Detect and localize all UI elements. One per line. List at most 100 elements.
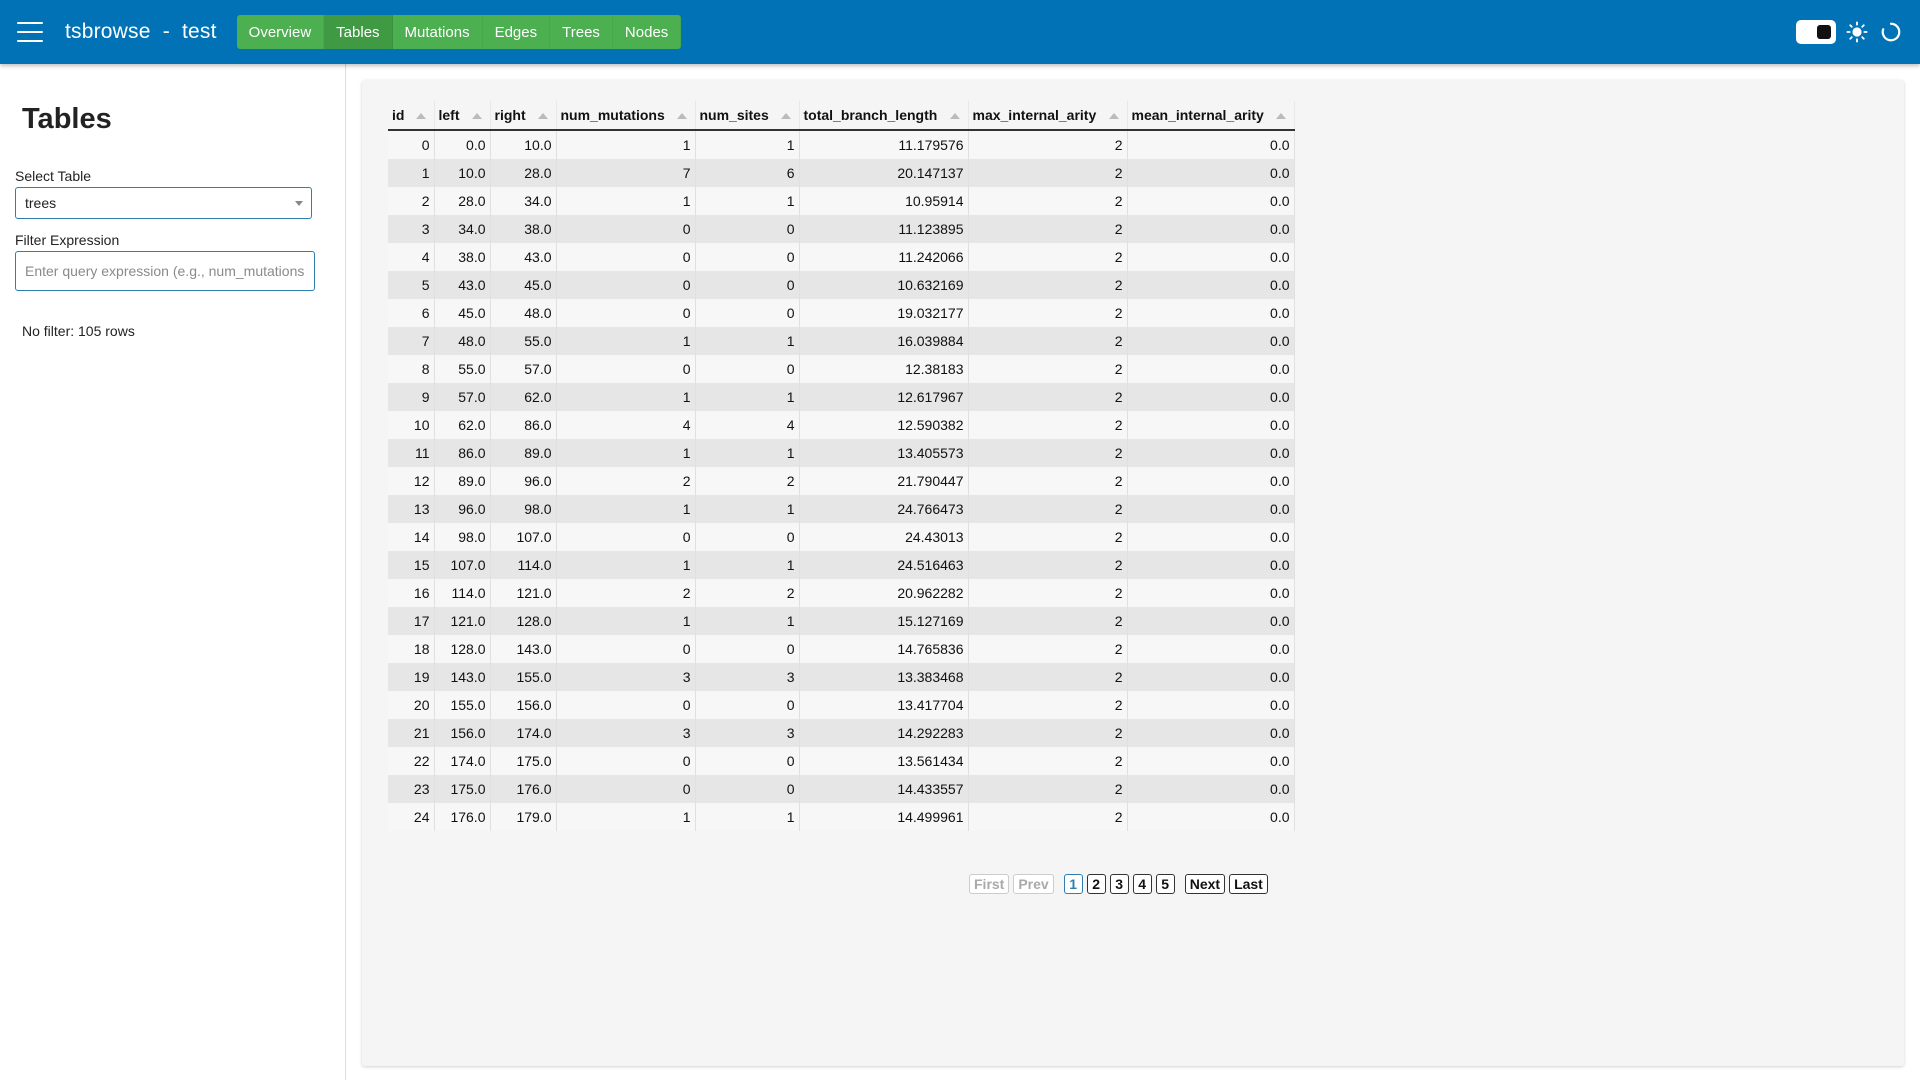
table-cell-num-mutations: 1 [556, 607, 696, 635]
column-header-total-branch-length[interactable]: total_branch_length [799, 101, 969, 131]
tab-nodes[interactable]: Nodes [613, 15, 682, 49]
column-header-num-sites[interactable]: num_sites [695, 101, 800, 131]
page-1-button[interactable]: 1 [1063, 874, 1083, 894]
table-cell-right: 28.0 [490, 159, 557, 187]
table-row: 5 43.0 45.0 0 0 10.632169 2 0.0 [388, 271, 1295, 299]
sidebar-title: Tables [22, 103, 112, 135]
table-cell-id: 5 [388, 271, 435, 299]
tab-tables[interactable]: Tables [324, 15, 393, 49]
table-cell-right: 86.0 [490, 411, 557, 439]
app-name: tsbrowse [65, 20, 151, 43]
table-cell-num-sites: 0 [695, 691, 800, 719]
table-cell-right: 174.0 [490, 719, 557, 747]
tab-trees[interactable]: Trees [550, 15, 613, 49]
table-cell-mean-internal-arity: 0.0 [1127, 803, 1295, 831]
table-cell-left: 98.0 [434, 523, 491, 551]
table-cell-max-internal-arity: 2 [968, 663, 1128, 691]
table-select[interactable]: trees [15, 187, 312, 219]
page-4-button[interactable]: 4 [1132, 874, 1152, 894]
table-cell-num-mutations: 0 [556, 523, 696, 551]
table-row: 10 62.0 86.0 4 4 12.590382 2 0.0 [388, 411, 1295, 439]
table-cell-id: 4 [388, 243, 435, 271]
table-body: 0 0.0 10.0 1 1 11.179576 2 0.0 1 10.0 28.0 7 6 20.147… [388, 130, 1295, 831]
table-cell-num-sites: 1 [695, 327, 800, 355]
table-cell-id: 15 [388, 551, 435, 579]
table-cell-right: 96.0 [490, 467, 557, 495]
table-cell-right: 176.0 [490, 775, 557, 803]
table-cell-num-sites: 1 [695, 551, 800, 579]
table-cell-right: 98.0 [490, 495, 557, 523]
table-cell-id: 24 [388, 803, 435, 831]
table-cell-mean-internal-arity: 0.0 [1127, 775, 1295, 803]
prev-page-button[interactable]: Prev [1013, 874, 1054, 894]
table-cell-max-internal-arity: 2 [968, 215, 1128, 243]
tab-overview[interactable]: Overview [237, 15, 325, 49]
sort-arrow-icon [949, 113, 960, 119]
table-cell-num-mutations: 0 [556, 243, 696, 271]
filter-expression-input[interactable] [15, 251, 315, 291]
table-cell-id: 0 [388, 130, 435, 159]
table-cell-left: 0.0 [434, 130, 491, 159]
filter-expression-label: Filter Expression [15, 232, 120, 248]
column-header-id[interactable]: id [388, 101, 435, 131]
table-row: 17 121.0 128.0 1 1 15.127169 2 0.0 [388, 607, 1295, 635]
last-page-button[interactable]: Last [1229, 874, 1268, 894]
table-cell-num-mutations: 3 [556, 663, 696, 691]
table-cell-id: 8 [388, 355, 435, 383]
table-cell-mean-internal-arity: 0.0 [1127, 495, 1295, 523]
table-cell-left: 89.0 [434, 467, 491, 495]
table-row: 20 155.0 156.0 0 0 13.417704 2 0.0 [388, 691, 1295, 719]
table-cell-num-sites: 1 [695, 495, 800, 523]
table-cell-max-internal-arity: 2 [968, 383, 1128, 411]
tab-edges[interactable]: Edges [483, 15, 551, 49]
page-2-button[interactable]: 2 [1086, 874, 1106, 894]
table-cell-num-mutations: 2 [556, 467, 696, 495]
column-header-max-internal-arity[interactable]: max_internal_arity [968, 101, 1128, 131]
tab-mutations[interactable]: Mutations [393, 15, 483, 49]
table-cell-total-branch-length: 11.123895 [799, 215, 969, 243]
table-cell-num-mutations: 1 [556, 187, 696, 215]
table-cell-right: 114.0 [490, 551, 557, 579]
table-row: 1 10.0 28.0 7 6 20.147137 2 0.0 [388, 159, 1295, 187]
table-cell-max-internal-arity: 2 [968, 243, 1128, 271]
table-cell-num-mutations: 4 [556, 411, 696, 439]
pagination: First Prev 1 2 3 4 5 Next Last [969, 874, 1272, 894]
table-cell-total-branch-length: 12.617967 [799, 383, 969, 411]
hamburger-menu-icon[interactable] [17, 22, 43, 42]
first-page-button[interactable]: First [969, 874, 1010, 894]
table-cell-max-internal-arity: 2 [968, 551, 1128, 579]
table-cell-num-sites: 1 [695, 607, 800, 635]
theme-toggle[interactable] [1796, 20, 1836, 44]
table-row: 18 128.0 143.0 0 0 14.765836 2 0.0 [388, 635, 1295, 663]
table-cell-max-internal-arity: 2 [968, 495, 1128, 523]
table-cell-mean-internal-arity: 0.0 [1127, 327, 1295, 355]
column-header-right[interactable]: right [490, 101, 557, 131]
table-cell-max-internal-arity: 2 [968, 607, 1128, 635]
table-cell-mean-internal-arity: 0.0 [1127, 187, 1295, 215]
page-5-button[interactable]: 5 [1155, 874, 1175, 894]
page-3-button[interactable]: 3 [1109, 874, 1129, 894]
next-page-button[interactable]: Next [1184, 874, 1226, 894]
sort-arrow-icon [1108, 113, 1119, 119]
column-header-mean-internal-arity[interactable]: mean_internal_arity [1127, 101, 1295, 131]
table-cell-id: 12 [388, 467, 435, 495]
table-cell-num-mutations: 3 [556, 719, 696, 747]
reload-icon[interactable] [1878, 19, 1904, 45]
table-cell-id: 14 [388, 523, 435, 551]
table-cell-total-branch-length: 16.039884 [799, 327, 969, 355]
table-cell-right: 121.0 [490, 579, 557, 607]
table-cell-num-mutations: 0 [556, 271, 696, 299]
filter-status: No filter: 105 rows [22, 323, 135, 339]
column-header-label: mean_internal_arity [1131, 107, 1264, 123]
column-header-label: num_sites [699, 107, 769, 123]
column-header-left[interactable]: left [434, 101, 491, 131]
table-cell-right: 57.0 [490, 355, 557, 383]
table-cell-num-sites: 4 [695, 411, 800, 439]
column-header-num-mutations[interactable]: num_mutations [556, 101, 696, 131]
table-cell-total-branch-length: 24.516463 [799, 551, 969, 579]
table-cell-total-branch-length: 20.962282 [799, 579, 969, 607]
table-cell-left: 96.0 [434, 495, 491, 523]
sort-arrow-icon [471, 113, 482, 119]
sun-icon[interactable] [1844, 19, 1870, 45]
table-cell-mean-internal-arity: 0.0 [1127, 383, 1295, 411]
